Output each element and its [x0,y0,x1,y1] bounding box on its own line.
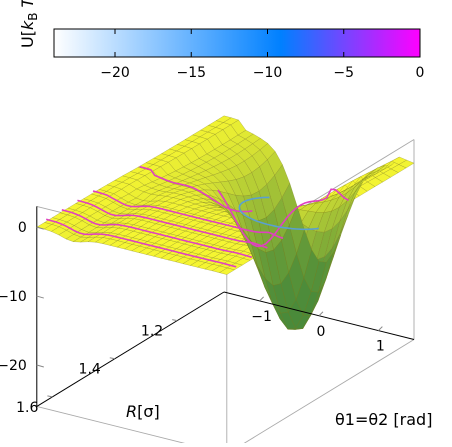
colorbar: U[kB T] −20 −15 −10 −5 0 [18,0,424,81]
r-tick [47,395,53,398]
r-tick [172,319,178,322]
box-edge [237,339,415,447]
r-tick-label: 1.6 [16,400,38,416]
contour-line [45,218,237,268]
theta-tick [318,311,324,317]
theta-tick-label: 0 [317,324,326,340]
colorbar-label: U[kB T] [18,0,40,48]
r-tick-label: 1.4 [79,362,101,378]
theta-tick-label: 1 [376,339,385,355]
z-tick-label: 0 [18,220,27,236]
surface-patch [398,159,415,169]
z-tick-label: −10 [0,289,27,305]
contour-line [77,199,268,249]
colorbar-tick-label: −5 [333,65,354,81]
z-tick [36,295,44,299]
theta-tick [259,296,264,302]
colorbar-tick-label: −15 [176,65,206,81]
colorbar-tick-label: 0 [416,65,425,81]
r-tick [109,357,115,360]
contour-line [61,209,253,259]
colorbar-tick-label: −20 [100,65,130,81]
contour-line-blue [238,196,319,231]
colorbar-ticks: −20 −15 −10 −5 0 [100,29,424,81]
contour-line [139,165,253,213]
contour-line [217,188,349,248]
theta-tick [378,326,383,331]
z-tick [36,364,44,368]
r-tick-label: 1.2 [141,324,163,340]
axis-tick-labels: 0−10−201.61.41.2−101 [0,220,385,416]
z-tick-label: −20 [0,358,27,374]
contour-line [92,190,284,240]
colorbar-bar [53,28,421,58]
z-tick [36,226,44,230]
theta-axis-label: θ1=θ2 [rad] [335,410,432,429]
theta-tick-label: −1 [251,309,272,325]
r-axis-label: R[σ] [126,402,160,421]
colorbar-tick-label: −10 [253,65,283,81]
contour-lines [45,165,349,268]
r-axis-line [36,291,225,407]
